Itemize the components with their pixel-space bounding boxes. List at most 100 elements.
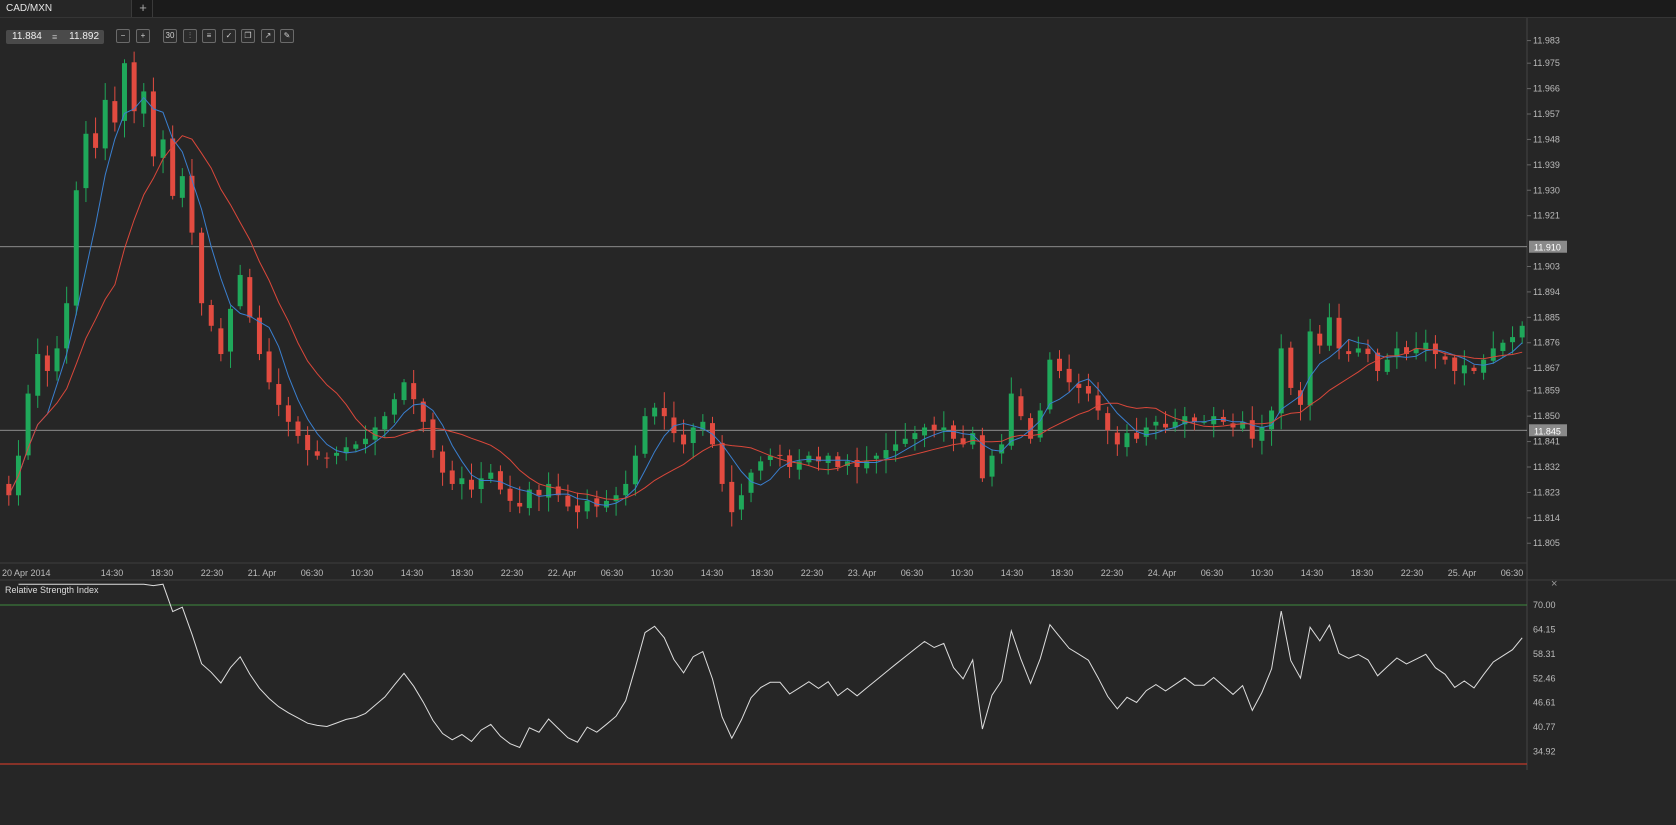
time-tick-label: 10:30 [1251,568,1274,578]
candle-body [950,425,956,439]
candle-body [1317,333,1323,346]
time-tick-label: 22:30 [1101,568,1124,578]
candle-body [1297,390,1303,405]
candle-body [1355,348,1361,353]
candle-body [1442,356,1448,360]
price-tick-label: 11.930 [1533,185,1560,195]
candle-body [1172,421,1178,428]
candle-body [671,417,677,434]
candle-body [594,498,600,507]
candle-body [353,444,359,449]
rsi-panel: Relative Strength Index 70.00 64.15 58.31 52… [0,583,1556,765]
copy-icon[interactable]: ❐ [241,29,255,43]
time-tick-label: 14:30 [101,568,124,578]
fast-moving-average-line [8,96,1523,506]
candle-body [199,232,205,304]
time-tick-label: 14:30 [401,568,424,578]
candle-body [690,427,696,444]
candle-body [1066,368,1072,383]
candle-body [1471,367,1477,371]
candle-body [73,190,79,306]
candle-body [709,423,715,445]
candle-body [767,455,773,460]
time-tick-label: 24. Apr [1148,568,1177,578]
ask-price: 11.892 [69,31,99,42]
quote-box[interactable]: 11.884 ≡ 11.892 [6,30,104,44]
price-tick-label: 11.921 [1533,211,1560,221]
candle-body [526,489,532,509]
candle-body [1124,433,1130,448]
candle-body [912,433,918,440]
candle-body [1404,347,1410,355]
close-rsi-icon[interactable]: × [1551,578,1558,590]
candle-body [343,447,349,454]
template-icon[interactable]: ✓ [222,29,236,43]
candle-body [1018,396,1024,417]
candle-body [160,139,166,158]
candle-body [1452,357,1458,371]
indicators-icon[interactable]: ≡ [202,29,216,43]
price-tick-label: 11.867 [1533,363,1560,373]
candle-body [864,461,870,469]
time-tick-label: 14:30 [1301,568,1324,578]
price-tick-label: 11.966 [1533,84,1560,94]
candle-body [748,472,754,493]
price-tick-label: 11.957 [1533,109,1560,119]
add-tab-button[interactable]: + [134,0,153,17]
quote-separator: ≡ [52,32,58,42]
candle-body [642,416,648,454]
candle-body [787,455,793,467]
price-tick-label: 11.983 [1533,36,1560,46]
candle-body [1307,331,1313,406]
candle-body [652,407,658,417]
time-tick-label: 20 Apr 2014 [2,568,51,578]
candle-body [603,500,609,508]
time-tick-label: 25. Apr [1448,568,1477,578]
candle-body [276,384,282,405]
candle-body [449,470,455,484]
candle-body [979,435,985,479]
time-tick-label: 22:30 [201,568,224,578]
candle-body [285,405,291,422]
candle-body [93,133,99,148]
horizontal-levels: 11.910 11.845 [0,240,1567,437]
draw-icon[interactable]: ✎ [280,29,294,43]
price-tick-label: 11.903 [1533,261,1560,271]
zoom-out-icon[interactable]: − [116,29,130,43]
price-level-marker [1529,240,1567,253]
time-tick-label: 18:30 [451,568,474,578]
tab-cad-mxn[interactable]: CAD/MXN [0,0,132,17]
candle-body [922,427,928,436]
export-icon[interactable]: ↗ [261,29,275,43]
candle-body [1432,343,1438,355]
candle-body [1326,317,1332,346]
candle-body [1211,416,1217,425]
candle-body [825,455,831,463]
candle-body [970,433,976,445]
rsi-tick-label: 34.92 [1533,747,1556,757]
moving-averages [8,96,1523,506]
candle-body [440,451,446,473]
candle-body [64,303,70,349]
timeframe-button[interactable]: 30 [163,29,177,43]
candle-body [758,461,764,471]
candle-body [228,308,234,352]
candle-body [565,495,571,507]
candle-body [54,348,60,372]
candle-body [1288,347,1294,388]
candle-body [102,99,108,149]
time-tick-label: 18:30 [751,568,774,578]
zoom-in-icon[interactable]: + [136,29,150,43]
candle-body [806,455,812,463]
tab-bar: CAD/MXN + [0,0,1676,18]
candle-body [141,91,147,114]
price-tick-label: 11.859 [1533,386,1560,396]
time-tick-label: 22:30 [801,568,824,578]
chart-type-icon[interactable]: ⫶ [183,29,197,43]
candle-body [681,434,687,445]
candle-body [179,176,185,198]
candle-body [1220,416,1226,422]
candle-body [1519,325,1525,338]
price-tick-label: 11.885 [1533,312,1560,322]
